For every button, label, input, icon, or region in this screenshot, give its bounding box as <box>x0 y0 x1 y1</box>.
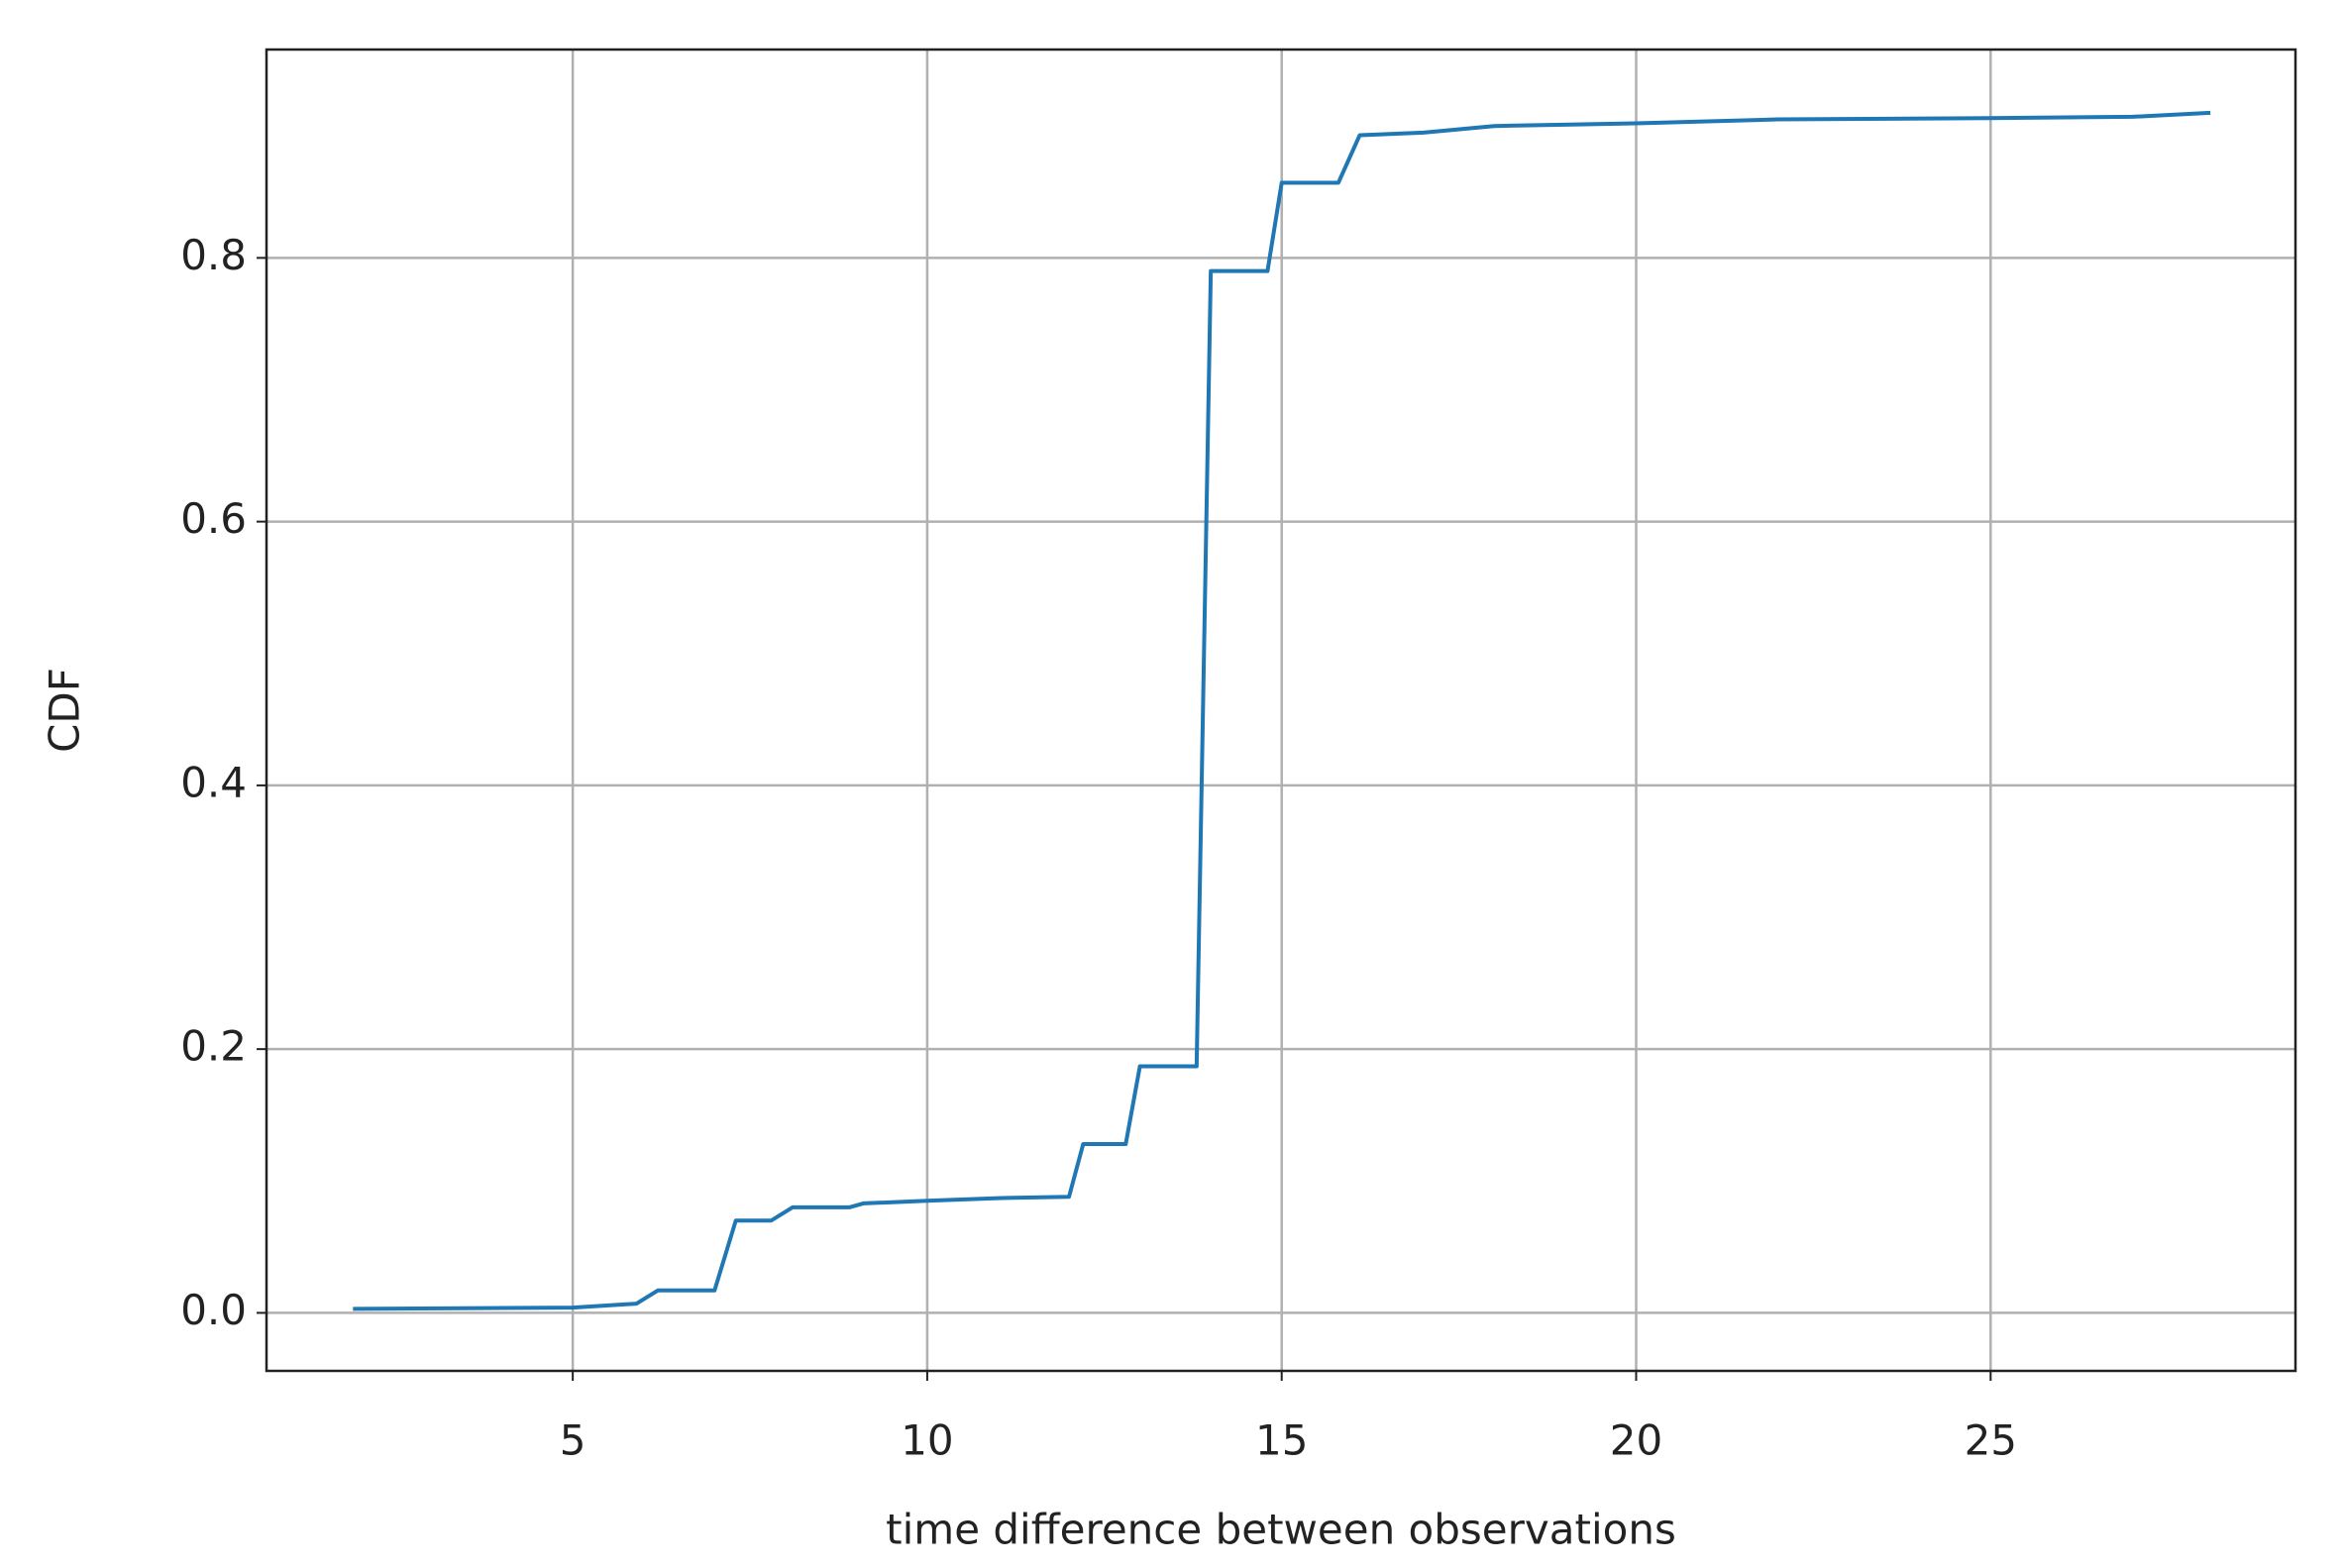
x-tick-label: 20 <box>1610 1416 1662 1465</box>
plot-area <box>353 110 2211 1311</box>
x-tick-label: 15 <box>1255 1416 1308 1465</box>
y-tick-label: 0.2 <box>180 1022 247 1071</box>
y-tick-label: 0.0 <box>180 1286 247 1334</box>
y-tick-label: 0.8 <box>180 231 247 279</box>
y-tick-label: 0.6 <box>180 494 247 543</box>
y-tick-label: 0.4 <box>180 758 247 806</box>
data-line <box>353 110 2211 1311</box>
x-tick-label: 10 <box>901 1416 953 1465</box>
y-axis-label: CDF <box>41 668 89 753</box>
x-tick-label: 5 <box>560 1416 586 1465</box>
grid <box>266 50 2295 1371</box>
x-axis-label: time difference between observations <box>886 1506 1676 1554</box>
x-tick-label: 25 <box>1965 1416 2017 1465</box>
